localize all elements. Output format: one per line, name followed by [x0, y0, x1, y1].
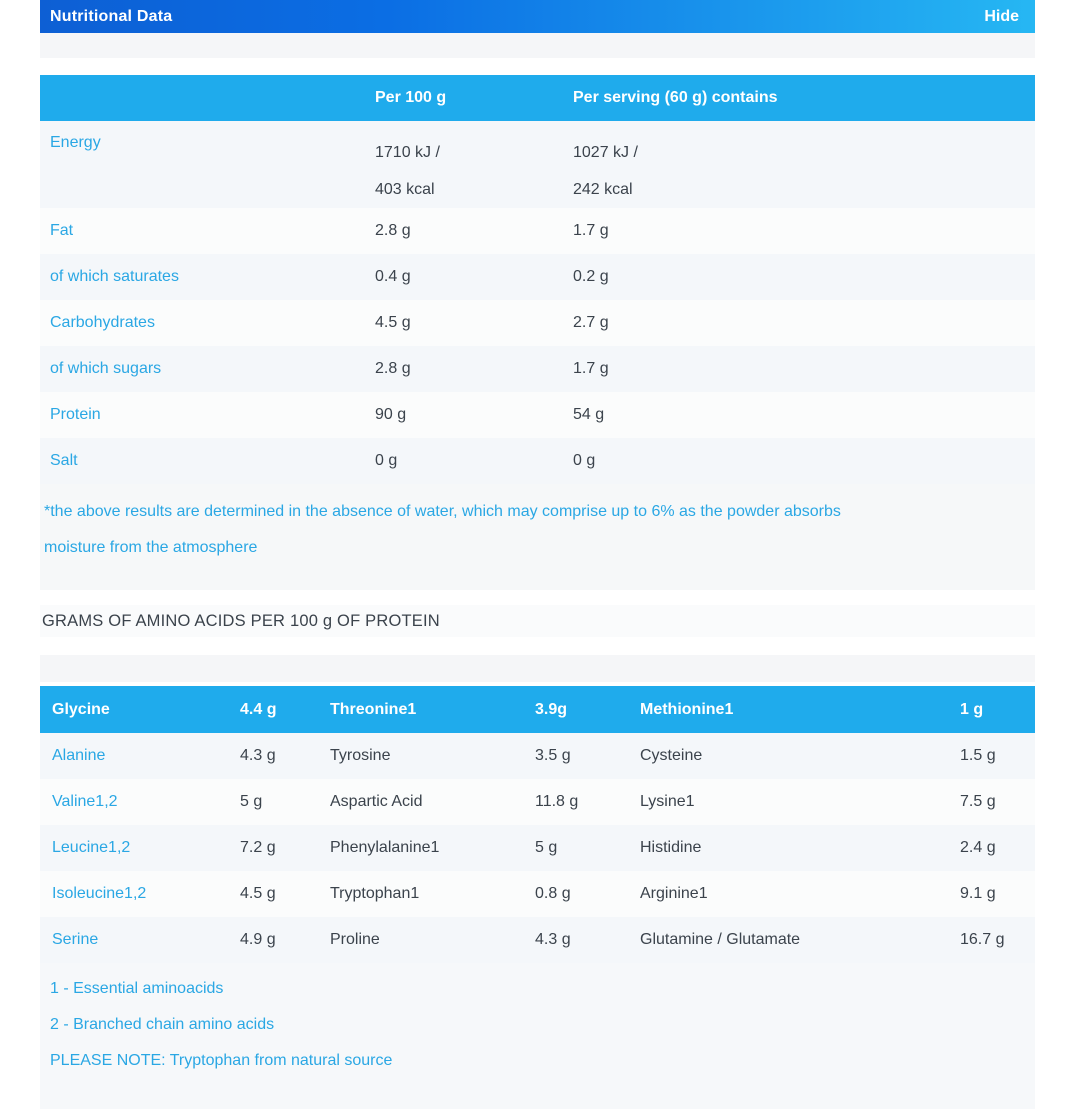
- amino-value: 9.1 g: [960, 885, 996, 902]
- amino-table-row: Isoleucine1,2 4.5 g Tryptophan1 0.8 g Ar…: [40, 871, 1035, 917]
- footnote-branched: 2 - Branched chain amino acids: [50, 1016, 275, 1033]
- row-serving-value: 0 g: [573, 452, 596, 469]
- header-per-100g: Per 100 g: [375, 89, 447, 106]
- amino-value: 4.5 g: [240, 885, 276, 902]
- header-per-serving: Per serving (60 g) contains: [573, 89, 778, 106]
- amino-name: Glycine: [52, 700, 110, 718]
- amino-name: Alanine: [52, 747, 106, 764]
- table-row-salt: Salt 0 g 0 g: [40, 438, 1035, 484]
- table-row-saturates: of which saturates 0.4 g 0.2 g: [40, 254, 1035, 300]
- amino-table-row: Valine1,2 5 g Aspartic Acid 11.8 g Lysin…: [40, 779, 1035, 825]
- amino-table-row: Leucine1,2 7.2 g Phenylalanine1 5 g Hist…: [40, 825, 1035, 871]
- amino-value: 3.5 g: [535, 747, 571, 764]
- footnote-essential: 1 - Essential aminoacids: [50, 980, 224, 997]
- row-per100-value: 2.8 g: [375, 222, 411, 239]
- hide-toggle-button[interactable]: Hide: [984, 7, 1019, 25]
- table-row-sugars: of which sugars 2.8 g 1.7 g: [40, 346, 1035, 392]
- row-label: of which saturates: [50, 268, 179, 285]
- amino-value: 4.4 g: [240, 700, 277, 718]
- amino-acids-table: Glycine 4.4 g Threonine1 3.9g Methionine…: [40, 686, 1035, 1109]
- amino-name: Cysteine: [640, 747, 703, 764]
- row-label: Fat: [50, 222, 74, 239]
- table-row-energy: Energy 1710 kJ / 403 kcal 1027 kJ / 242 …: [40, 121, 1035, 208]
- amino-value: 11.8 g: [535, 793, 579, 810]
- amino-name: Threonine1: [330, 700, 417, 718]
- panel-header-bar: Nutritional Data Hide: [40, 0, 1035, 33]
- amino-table-row: Alanine 4.3 g Tyrosine 3.5 g Cysteine 1.…: [40, 733, 1035, 779]
- row-per100-value: 2.8 g: [375, 360, 411, 377]
- amino-name: Methionine1: [640, 700, 734, 718]
- table-row-protein: Protein 90 g 54 g: [40, 392, 1035, 438]
- amino-table-header-row: Glycine 4.4 g Threonine1 3.9g Methionine…: [40, 686, 1035, 733]
- amino-name: Lysine1: [640, 793, 695, 810]
- amino-name: Aspartic Acid: [330, 793, 423, 810]
- spacer-strip: [40, 33, 1035, 58]
- amino-value: 1.5 g: [960, 747, 996, 764]
- amino-table-row: Serine 4.9 g Proline 4.3 g Glutamine / G…: [40, 917, 1035, 963]
- amino-value: 4.9 g: [240, 931, 276, 948]
- row-serving-value: 1.7 g: [573, 222, 609, 239]
- amino-footnotes: 1 - Essential aminoacids 2 - Branched ch…: [40, 963, 1035, 1109]
- row-per100-value: 1710 kJ / 403 kcal: [375, 144, 440, 198]
- row-label: Protein: [50, 406, 101, 423]
- amino-name: Isoleucine1,2: [52, 885, 147, 902]
- amino-value: 7.5 g: [960, 793, 996, 810]
- amino-name: Proline: [330, 931, 380, 948]
- nutrition-table: Per 100 g Per serving (60 g) contains En…: [40, 75, 1035, 590]
- nutrition-table-header: Per 100 g Per serving (60 g) contains: [40, 75, 1035, 121]
- amino-name: Valine1,2: [52, 793, 118, 810]
- amino-value: 4.3 g: [240, 747, 276, 764]
- water-absorption-footnote: *the above results are determined in the…: [40, 484, 1035, 590]
- nutrition-panel: Nutritional Data Hide Per 100 g Per serv…: [40, 0, 1035, 1109]
- row-serving-value: 2.7 g: [573, 314, 609, 331]
- amino-section-title: GRAMS OF AMINO ACIDS PER 100 g OF PROTEI…: [40, 605, 1035, 637]
- amino-name: Leucine1,2: [52, 839, 131, 856]
- row-label: Salt: [50, 452, 78, 469]
- row-label: of which sugars: [50, 360, 162, 377]
- row-per100-value: 0 g: [375, 452, 398, 469]
- amino-value: 16.7 g: [960, 931, 1005, 948]
- row-label: Energy: [50, 134, 101, 151]
- amino-value: 4.3 g: [535, 931, 571, 948]
- amino-name: Phenylalanine1: [330, 839, 440, 856]
- row-per100-value: 4.5 g: [375, 314, 411, 331]
- row-serving-value: 1.7 g: [573, 360, 609, 377]
- amino-value: 0.8 g: [535, 885, 571, 902]
- row-per100-value: 0.4 g: [375, 268, 411, 285]
- amino-value: 5 g: [535, 839, 558, 856]
- amino-name: Glutamine / Glutamate: [640, 931, 801, 948]
- amino-value: 3.9g: [535, 700, 568, 718]
- amino-value: 5 g: [240, 793, 263, 810]
- spacer-strip: [40, 655, 1035, 682]
- amino-name: Histidine: [640, 839, 702, 856]
- row-serving-value: 1027 kJ / 242 kcal: [573, 144, 638, 198]
- row-per100-value: 90 g: [375, 406, 407, 423]
- table-row-carbohydrates: Carbohydrates 4.5 g 2.7 g: [40, 300, 1035, 346]
- amino-name: Tryptophan1: [330, 885, 420, 902]
- amino-value: 2.4 g: [960, 839, 996, 856]
- row-serving-value: 54 g: [573, 406, 605, 423]
- panel-title: Nutritional Data: [50, 7, 173, 25]
- table-row-fat: Fat 2.8 g 1.7 g: [40, 208, 1035, 254]
- footnote-tryptophan: PLEASE NOTE: Tryptophan from natural sou…: [50, 1052, 393, 1069]
- amino-name: Arginine1: [640, 885, 708, 902]
- amino-value: 7.2 g: [240, 839, 276, 856]
- row-label: Carbohydrates: [50, 314, 155, 331]
- amino-value: 1 g: [960, 700, 984, 718]
- amino-name: Tyrosine: [330, 747, 391, 764]
- row-serving-value: 0.2 g: [573, 268, 609, 285]
- amino-name: Serine: [52, 931, 99, 948]
